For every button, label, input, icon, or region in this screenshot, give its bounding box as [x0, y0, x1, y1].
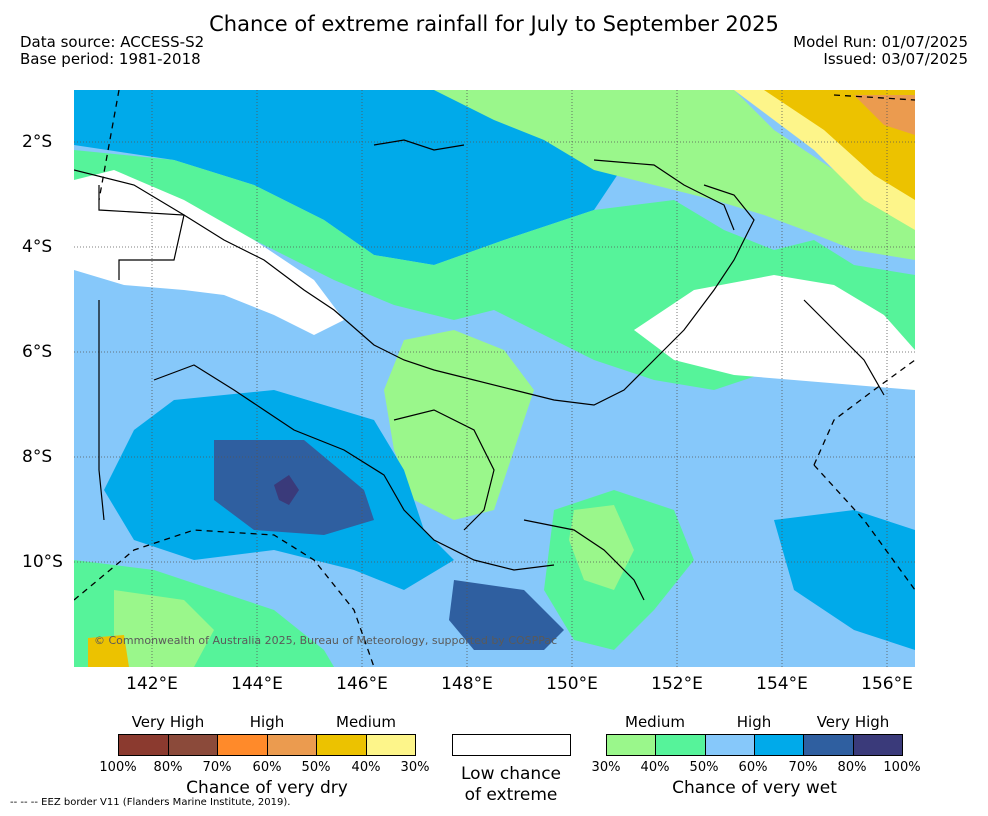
wet-swatch [804, 735, 854, 755]
wet-swatch [754, 735, 805, 755]
wet-tick: 100% [883, 760, 921, 775]
zone-low-chance-west [74, 170, 344, 335]
wet-tick: 80% [837, 760, 867, 775]
lon-label-146e: 146°E [336, 674, 388, 694]
dry-swatch [366, 735, 415, 755]
low-chance-swatch [452, 734, 571, 756]
zone-navy-core [274, 475, 299, 505]
lon-label-152e: 152°E [651, 674, 703, 694]
zone-deep-blue-southeast [449, 580, 564, 650]
zone-blue-southeast [774, 510, 915, 650]
dry-swatch [317, 735, 367, 755]
lon-label-144e: 144°E [231, 674, 283, 694]
lon-label-154e: 154°E [756, 674, 808, 694]
dry-tick: 30% [400, 760, 430, 775]
wet-swatch [705, 735, 755, 755]
lon-label-148e: 148°E [441, 674, 493, 694]
zone-pale-green-mid [384, 330, 534, 520]
wet-header-very-high: Very High [816, 713, 890, 731]
wet-swatch [853, 735, 902, 755]
lat-label-6s: 6°S [22, 342, 53, 362]
wet-header-medium: Medium [625, 713, 685, 731]
low-chance-line2: of extreme [464, 785, 558, 805]
dry-header-medium: Medium [336, 713, 396, 731]
run-info: Model Run: 01/07/2025 Issued: 03/07/2025 [793, 34, 968, 68]
dry-header-high: High [249, 713, 285, 731]
data-source: Data source: ACCESS-S2 [20, 33, 205, 51]
zone-dry-orange [854, 95, 915, 135]
wet-tick: 60% [738, 760, 768, 775]
zone-pale-green-southeast [569, 505, 634, 590]
zone-pale-green-north [434, 90, 915, 260]
coastlines [74, 139, 885, 601]
wet-tick: 30% [591, 760, 621, 775]
wet-tick: 50% [689, 760, 719, 775]
dry-swatch [267, 735, 317, 755]
wet-swatch [607, 735, 657, 755]
lon-label-142e: 142°E [126, 674, 178, 694]
dry-tick: 40% [351, 760, 381, 775]
low-chance-caption: Low chance of extreme [430, 764, 592, 806]
zone-pale-green-southwest [114, 590, 214, 667]
dry-tick: 70% [202, 760, 232, 775]
model-run: Model Run: 01/07/2025 [793, 33, 968, 51]
dry-tick: 100% [99, 760, 137, 775]
eez-borders [74, 90, 915, 667]
eez-footnote: -- -- -- EEZ border V11 (Flanders Marine… [10, 797, 291, 808]
wet-header-high: High [736, 713, 772, 731]
dry-swatch [218, 735, 268, 755]
dry-caption: Chance of very dry [186, 778, 348, 798]
lat-label-10s: 10°S [22, 552, 63, 572]
graticule [74, 90, 915, 667]
dry-colorbar [118, 734, 416, 756]
lon-label-150e: 150°E [546, 674, 598, 694]
wet-caption: Chance of very wet [672, 778, 837, 798]
base-period: Base period: 1981-2018 [20, 50, 201, 68]
copyright-notice: © Commonwealth of Australia 2025, Bureau… [94, 634, 558, 647]
source-info: Data source: ACCESS-S2 Base period: 1981… [20, 34, 204, 68]
dry-tick: 50% [301, 760, 331, 775]
wet-colorbar [606, 734, 903, 756]
map-canvas [74, 90, 915, 667]
lat-label-2s: 2°S [22, 132, 53, 152]
low-chance-line1: Low chance [461, 764, 561, 784]
issued-date: Issued: 03/07/2025 [823, 50, 968, 68]
dry-swatch [168, 735, 218, 755]
dry-header-very-high: Very High [131, 713, 205, 731]
map-title: Chance of extreme rainfall for July to S… [209, 12, 779, 36]
zone-blue-north [74, 90, 634, 265]
lat-label-8s: 8°S [22, 447, 53, 467]
dry-tick: 80% [153, 760, 183, 775]
wet-tick: 70% [788, 760, 818, 775]
dry-swatch [119, 735, 169, 755]
rainfall-map[interactable]: © Commonwealth of Australia 2025, Bureau… [74, 90, 915, 667]
wet-tick: 40% [640, 760, 670, 775]
lat-label-4s: 4°S [22, 237, 53, 257]
zone-gold-southwest [88, 635, 129, 667]
lon-label-156e: 156°E [861, 674, 913, 694]
dry-tick: 60% [252, 760, 282, 775]
wet-swatch [656, 735, 706, 755]
